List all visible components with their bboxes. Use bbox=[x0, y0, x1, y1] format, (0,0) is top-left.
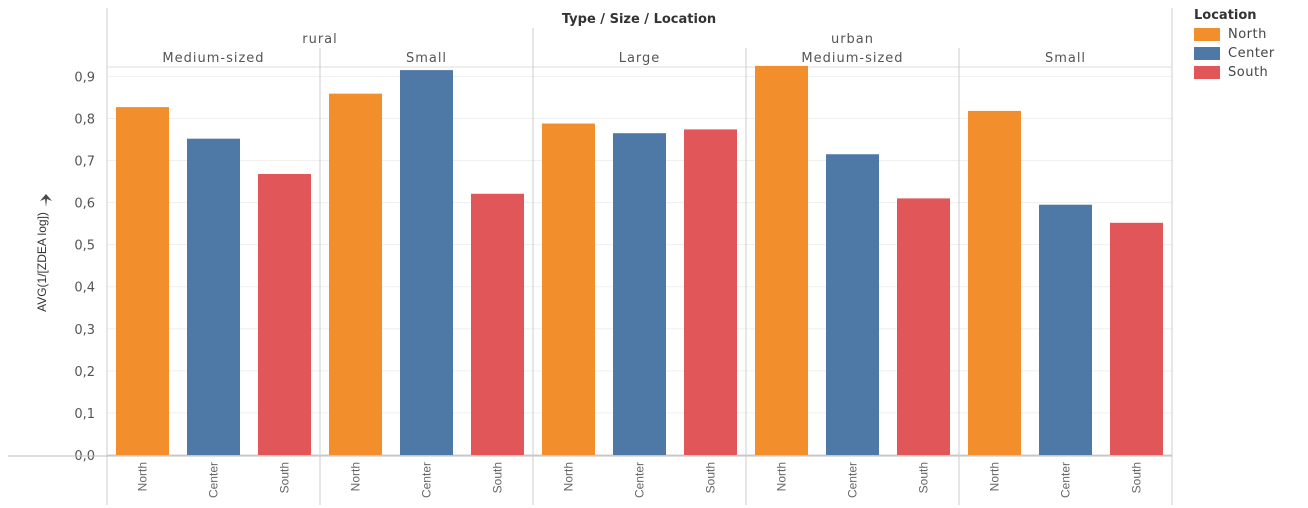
header-title: Type / Size / Location bbox=[562, 12, 716, 27]
y-tick-label: 0,6 bbox=[74, 197, 95, 212]
size-label: Small bbox=[1045, 51, 1086, 66]
x-tick-label: South bbox=[704, 462, 718, 493]
bar-urban-large-north bbox=[542, 123, 595, 455]
y-tick-label: 0,3 bbox=[74, 323, 95, 338]
legend-title: Location bbox=[1194, 8, 1257, 23]
bar-urban-medium-sized-north bbox=[755, 65, 808, 456]
bar-urban-medium-sized-center bbox=[826, 154, 879, 455]
bar-urban-medium-sized-south bbox=[897, 198, 950, 456]
y-tick-label: 0,5 bbox=[74, 239, 95, 254]
legend-label-north: North bbox=[1228, 27, 1267, 42]
legend-swatch-north bbox=[1194, 28, 1220, 41]
bar-rural-medium-sized-north bbox=[116, 107, 169, 455]
bar-urban-small-north bbox=[968, 110, 1021, 455]
legend: Location North Center South bbox=[1194, 8, 1275, 82]
type-label-urban: urban bbox=[831, 32, 874, 47]
x-tick-label: South bbox=[917, 462, 931, 493]
type-label-rural: rural bbox=[302, 32, 338, 47]
x-tick-label: South bbox=[278, 462, 292, 493]
bar-rural-small-center bbox=[400, 70, 453, 455]
legend-swatch-south bbox=[1194, 66, 1220, 79]
y-tick-label: 0,7 bbox=[74, 155, 95, 170]
x-tick-label: Center bbox=[633, 462, 647, 498]
sort-icon bbox=[40, 194, 52, 207]
x-tick-label: North bbox=[562, 462, 576, 491]
y-axis-title: AVG(1/[ZDEA log]) bbox=[35, 212, 49, 312]
bar-rural-medium-sized-south bbox=[258, 174, 311, 456]
x-tick-label: North bbox=[136, 462, 150, 491]
x-tick-label: South bbox=[1130, 462, 1144, 493]
x-tick-label: Center bbox=[207, 462, 221, 498]
size-label: Small bbox=[406, 51, 447, 66]
legend-item-south[interactable]: South bbox=[1194, 63, 1275, 82]
x-tick-label: North bbox=[988, 462, 1002, 491]
size-label: Medium-sized bbox=[162, 51, 264, 66]
x-tick-label: Center bbox=[420, 462, 434, 498]
legend-item-center[interactable]: Center bbox=[1194, 44, 1275, 63]
y-tick-label: 0,4 bbox=[74, 281, 95, 296]
bar-urban-small-south bbox=[1110, 222, 1163, 455]
x-tick-label: South bbox=[491, 462, 505, 493]
bar-urban-large-south bbox=[684, 129, 737, 455]
x-tick-label: Center bbox=[846, 462, 860, 498]
y-tick-label: 0,8 bbox=[74, 112, 95, 127]
legend-item-north[interactable]: North bbox=[1194, 25, 1275, 44]
bar-rural-small-north bbox=[329, 93, 382, 455]
x-tick-label: North bbox=[775, 462, 789, 491]
y-tick-label: 0,9 bbox=[74, 70, 95, 85]
size-label: Large bbox=[619, 51, 661, 66]
y-tick-label: 0,2 bbox=[74, 365, 95, 380]
x-tick-label: Center bbox=[1059, 462, 1073, 498]
bar-rural-small-south bbox=[471, 193, 524, 455]
legend-swatch-center bbox=[1194, 47, 1220, 60]
x-tick-label: North bbox=[349, 462, 363, 491]
legend-label-south: South bbox=[1228, 65, 1269, 80]
bar-rural-medium-sized-center bbox=[187, 138, 240, 456]
legend-label-center: Center bbox=[1228, 46, 1275, 61]
bar-urban-large-center bbox=[613, 133, 666, 455]
size-label: Medium-sized bbox=[801, 51, 903, 66]
bar-urban-small-center bbox=[1039, 204, 1092, 455]
y-tick-label: 0,1 bbox=[74, 407, 95, 422]
